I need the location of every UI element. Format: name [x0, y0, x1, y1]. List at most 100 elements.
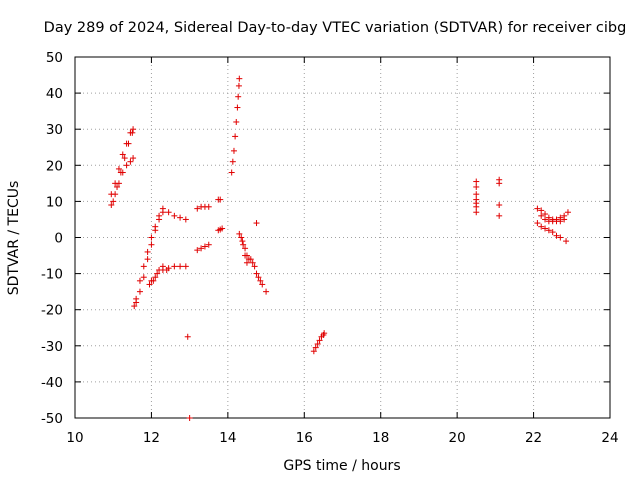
x-tick-label: 20: [449, 430, 466, 446]
data-point-arc-14-descent: [263, 288, 270, 295]
data-point-arc-22b: [563, 238, 570, 245]
data-point-arc-13-lower: [198, 245, 205, 252]
data-point-arc-21: [496, 212, 503, 219]
data-point-arc-14-spike: [234, 104, 241, 111]
data-point-arc-12a: [144, 248, 151, 255]
data-point-arc-22c: [542, 216, 549, 223]
data-point-arc-12a: [131, 303, 138, 310]
x-tick-label: 12: [143, 430, 160, 446]
data-point-arc-12d: [148, 277, 155, 284]
data-point-arc-12b: [133, 299, 140, 306]
data-point-arc-12b: [140, 274, 147, 281]
data-point-arc-16: [321, 330, 328, 337]
data-point-arc-22b: [538, 223, 545, 230]
y-tick-label: -30: [41, 339, 63, 355]
data-point-arc-20: [473, 191, 480, 198]
data-point-arc-14-spike: [235, 93, 242, 100]
data-point-outliers: [184, 333, 191, 340]
data-point-arc-20: [473, 178, 480, 185]
data-point-arc-12d: [152, 274, 159, 281]
data-point-arc-11c: [125, 140, 132, 147]
data-point-arc-12d: [163, 266, 170, 273]
data-point-arc-16: [314, 340, 321, 347]
data-point-arc-11b: [127, 158, 134, 165]
data-point-arc-11a: [115, 165, 122, 172]
data-point-arc-21: [496, 180, 503, 187]
x-tick-label: 22: [525, 430, 542, 446]
data-point-arc-16: [316, 337, 323, 344]
data-point-arc-12c: [177, 263, 184, 270]
data-point-outliers: [186, 415, 193, 421]
data-point-arc-12b: [156, 216, 163, 223]
data-point-arc-11c: [110, 198, 117, 205]
data-point-arc-22a: [538, 207, 545, 214]
x-tick-label: 18: [372, 430, 389, 446]
data-point-arc-12b: [136, 288, 143, 295]
data-point-arc-12b: [159, 209, 166, 216]
data-point-arc-12a: [177, 214, 184, 221]
y-tick-label: 40: [46, 86, 63, 102]
data-point-arc-20: [473, 209, 480, 216]
data-point-arc-14-branch: [240, 241, 247, 248]
data-point-arc-20: [473, 203, 480, 210]
data-point-arc-14-branch: [242, 252, 249, 259]
data-point-arc-13-mid: [219, 225, 226, 232]
x-tick-label: 16: [296, 430, 313, 446]
data-point-arc-13-lower: [205, 241, 212, 248]
data-point-arc-22c: [538, 212, 545, 219]
x-tick-label: 10: [66, 430, 83, 446]
data-point-arc-11a: [119, 151, 126, 158]
data-point-arc-14-spike: [228, 169, 235, 176]
x-tick-label: 24: [601, 430, 618, 446]
data-point-arc-14-spike: [235, 82, 242, 89]
data-point-arc-12a: [148, 234, 155, 241]
data-point-arc-14-point: [253, 220, 260, 227]
data-point-arc-12d: [156, 266, 163, 273]
y-tick-label: 30: [46, 122, 63, 138]
y-tick-label: -20: [41, 303, 63, 319]
data-point-arc-22a: [534, 205, 541, 212]
data-point-arc-14-descent: [257, 277, 264, 284]
data-point-arc-11b: [123, 162, 130, 169]
data-point-arc-22c: [561, 216, 568, 223]
data-point-arc-14-spike: [236, 75, 243, 82]
data-point-arc-14-descent: [251, 263, 258, 270]
y-tick-label: -50: [41, 411, 63, 427]
data-point-arc-12c: [146, 281, 153, 288]
x-axis-title: GPS time / hours: [283, 458, 400, 474]
data-point-arc-22c: [557, 218, 564, 225]
data-point-arc-11b: [108, 202, 115, 209]
data-point-arc-22b: [553, 232, 560, 239]
data-point-arc-22b: [542, 225, 549, 232]
data-point-arc-14-descent: [259, 281, 266, 288]
data-point-arc-11c: [129, 129, 136, 136]
data-point-arc-11b: [130, 155, 137, 162]
data-point-arc-14-spike: [229, 158, 236, 165]
data-point-arc-14-spike: [233, 118, 240, 125]
data-point-arc-14-spike: [230, 147, 237, 154]
data-points: [108, 75, 571, 421]
data-point-arc-12b: [144, 256, 151, 263]
data-point-arc-22b: [534, 220, 541, 227]
y-tick-label: 50: [46, 50, 63, 66]
data-point-arc-14-descent: [239, 238, 246, 245]
data-point-arc-13-lower: [201, 243, 208, 250]
data-point-arc-12c: [154, 270, 161, 277]
data-point-arc-12d: [159, 263, 166, 270]
data-point-arc-12a: [171, 212, 178, 219]
data-point-arc-14-descent: [249, 259, 256, 266]
data-point-arc-12b: [152, 227, 159, 234]
data-point-arc-11c: [114, 183, 121, 190]
y-tick-label: -10: [41, 267, 63, 283]
data-point-arc-14-descent: [236, 230, 243, 237]
data-point-arc-12a: [140, 263, 147, 270]
data-point-arc-16: [310, 348, 317, 355]
data-point-arc-22a: [542, 211, 549, 218]
data-point-arc-22a: [564, 209, 571, 216]
y-axis-title: SDTVAR / TECUs: [6, 181, 22, 296]
data-point-arc-12c: [171, 263, 178, 270]
data-point-arc-12c: [182, 263, 189, 270]
data-point-arc-14-descent: [255, 274, 262, 281]
data-point-arc-22b: [549, 229, 556, 236]
